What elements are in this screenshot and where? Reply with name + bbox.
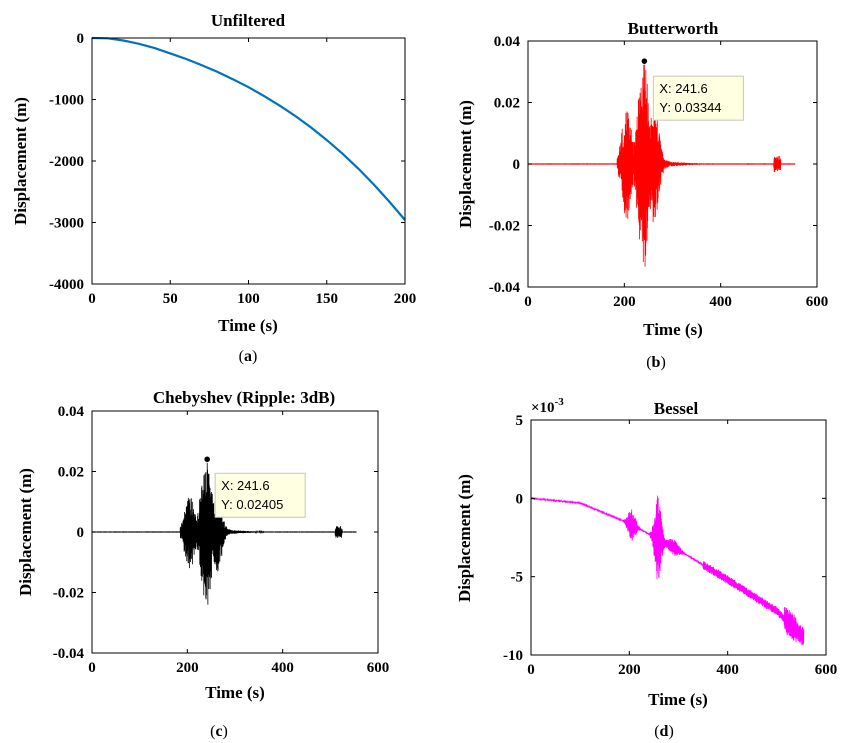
panel-d: Bessel ×10-3 0 200 400 600 -10 -5 0 5 Time (s)… [455,396,837,740]
x-tick-label: 150 [316,291,339,307]
x-tick-label: 200 [394,291,417,307]
panel-c-title: Chebyshev (Ripple: 3dB) [153,388,335,407]
panel-c-caption: (c) [210,723,228,740]
panel-d-yticks: -10 -5 0 5 [503,413,826,664]
panel-c-datatip[interactable]: X: 241.6 Y: 0.02405 [203,455,306,518]
y-tick-label: -0.02 [53,586,84,602]
panel-b-title: Butterworth [628,19,719,38]
panel-d-xlabel: Time (s) [648,690,708,709]
datatip-box [214,472,306,518]
datatip-marker[interactable] [640,57,648,65]
y-tick-label: 0.04 [494,34,521,50]
x-tick-label: 200 [613,294,636,310]
panel-a-xlabel: Time (s) [218,316,278,335]
panel-d-frame [530,419,827,656]
panel-b-yticks: -0.04 -0.02 0 0.02 0.04 [489,34,817,296]
x-tick-label: 100 [237,291,260,307]
x-tick-label: 0 [524,294,532,310]
panel-d-y-exponent-power: -3 [555,396,565,408]
panel-d-xticks: 0 200 400 600 [527,420,837,678]
x-tick-label: 0 [527,662,535,678]
panel-b: Butterworth 0 200 400 600 -0.04 -0.02 0 0.02 0.… [456,19,828,371]
datatip-y: Y: 0.02405 [221,497,283,512]
panel-a-caption: (a) [239,348,258,365]
panel-d-caption-letter: d [660,723,669,740]
panel-a-yticks: -4000 -3000 -2000 -1000 0 [49,31,405,293]
y-tick-label: -0.04 [53,646,85,662]
y-tick-label: 0 [77,31,85,47]
panel-c: Chebyshev (Ripple: 3dB) 0 200 400 600 -0.04… [16,388,389,740]
y-tick-label: -2000 [49,154,84,170]
panel-b-xticks: 0 200 400 600 [524,41,828,310]
panel-d-caption: (d) [654,723,674,740]
y-tick-label: -5 [511,570,524,586]
y-tick-label: -0.02 [489,219,520,235]
datatip-x: X: 241.6 [221,478,269,493]
panel-a: Unfiltered 0 50 100 150 200 -4000-3000-2000-… [11,11,416,365]
panel-a-xticks: 0 50 100 150 200 [88,38,416,307]
panel-d-title: Bessel [654,399,699,418]
panel-c-xlabel: Time (s) [205,683,265,702]
panel-b-ylabel: Displacement (m) [456,100,475,228]
panel-c-ylabel: Displacement (m) [16,468,35,596]
panel-a-caption-letter: a [244,348,252,365]
x-tick-label: 600 [815,662,838,678]
y-tick-label: 0.02 [494,96,520,112]
panel-b-caption: (b) [646,354,666,371]
panel-c-yticks: -0.04 -0.02 0 0.02 0.04 [53,404,378,662]
x-tick-label: 600 [367,660,390,676]
panel-b-datatip[interactable]: X: 241.6 Y: 0.03344 [640,57,744,121]
y-tick-label: 0.02 [58,465,84,481]
panel-a-ylabel: Displacement (m) [11,97,30,225]
datatip-y: Y: 0.03344 [659,100,721,115]
panel-b-xlabel: Time (s) [643,320,703,339]
y-tick-label: -3000 [49,216,84,232]
panel-a-title: Unfiltered [211,11,286,30]
datatip-box [652,75,744,121]
y-tick-label: 0 [516,491,524,507]
x-tick-label: 400 [716,662,739,678]
y-tick-label: -4000 [49,277,84,293]
y-tick-label: -0.04 [489,280,521,296]
panel-b-caption-letter: b [652,354,661,371]
x-tick-label: 50 [163,291,178,307]
x-tick-label: 600 [806,294,829,310]
panel-d-y-exponent: ×10-3 [531,396,564,416]
y-tick-label: -10 [503,648,523,664]
x-tick-label: 400 [271,660,294,676]
x-tick-label: 0 [88,291,96,307]
y-tick-label: -1000 [49,93,84,109]
x-tick-label: 200 [618,662,641,678]
panel-c-caption-letter: c [215,723,222,740]
datatip-marker[interactable] [203,455,211,463]
y-tick-label: 0 [513,157,521,173]
x-tick-label: 200 [176,660,199,676]
series-line [530,495,805,646]
x-tick-label: 400 [709,294,732,310]
series-line [91,36,406,221]
panel-d-ylabel: Displacement (m) [455,474,474,602]
panel-d-y-exponent-base: ×10 [531,400,555,416]
y-tick-label: 0.04 [58,404,85,420]
panel-d-plot [530,495,805,646]
panel-c-xticks: 0 200 400 600 [88,411,389,676]
panel-a-frame [91,37,406,285]
panel-a-plot [91,36,406,221]
x-tick-label: 0 [88,660,96,676]
y-tick-label: 5 [516,413,524,429]
datatip-x: X: 241.6 [659,81,707,96]
y-tick-label: 0 [77,525,85,541]
